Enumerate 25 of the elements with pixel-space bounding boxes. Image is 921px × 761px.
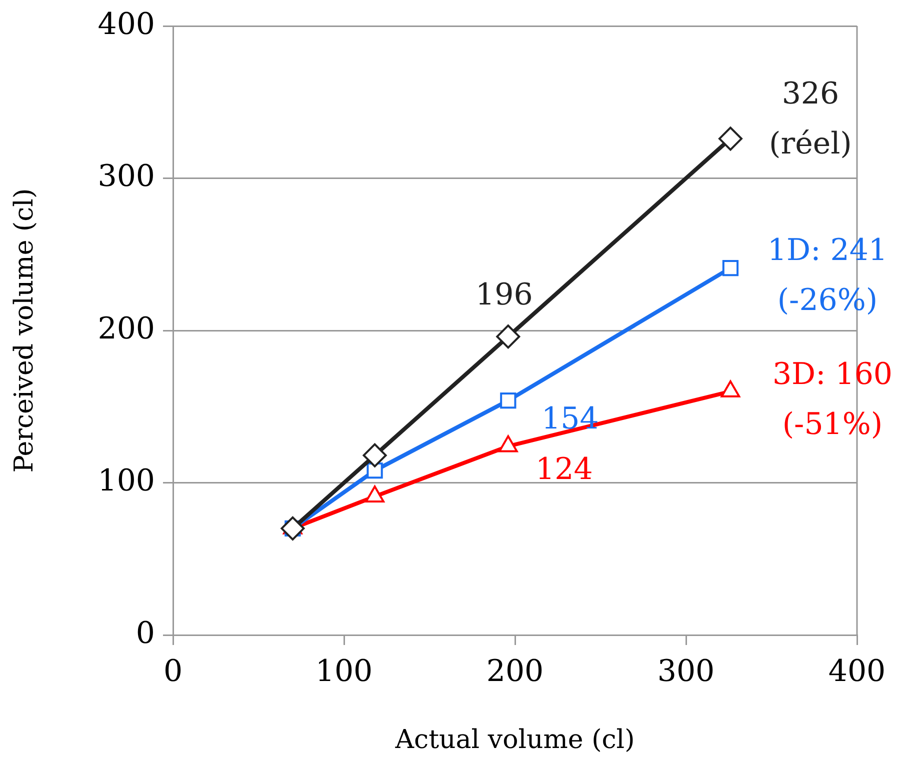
y-tick-label: 200 xyxy=(98,311,155,346)
data-label: 196 xyxy=(476,277,533,312)
y-axis-title: Perceived volume (cl) xyxy=(9,188,40,473)
x-tick-label: 400 xyxy=(828,654,886,689)
point xyxy=(718,126,742,151)
y-tick-label: 100 xyxy=(98,464,155,499)
y-tick-label: 0 xyxy=(136,616,155,651)
data-label: 1D: 241 (-26%) xyxy=(767,232,888,318)
point xyxy=(722,260,739,276)
x-tick-label: 200 xyxy=(486,654,544,689)
point xyxy=(496,324,520,349)
y-tick-label: 300 xyxy=(98,159,155,194)
y-tick-label: 400 xyxy=(98,6,155,42)
point xyxy=(280,516,305,540)
point xyxy=(362,443,387,468)
x-axis-title: Actual volume (cl) xyxy=(394,725,635,756)
x-tick-label: 300 xyxy=(657,654,715,689)
x-tick-label: 100 xyxy=(315,654,373,689)
data-label: 124 xyxy=(536,452,593,488)
data-label: 326 (réel) xyxy=(769,76,852,162)
point xyxy=(500,392,516,409)
data-label: 154 xyxy=(542,401,599,436)
point xyxy=(366,462,383,479)
x-tick-label: 0 xyxy=(163,654,183,689)
data-label: 3D: 160 (-51%) xyxy=(772,357,892,442)
